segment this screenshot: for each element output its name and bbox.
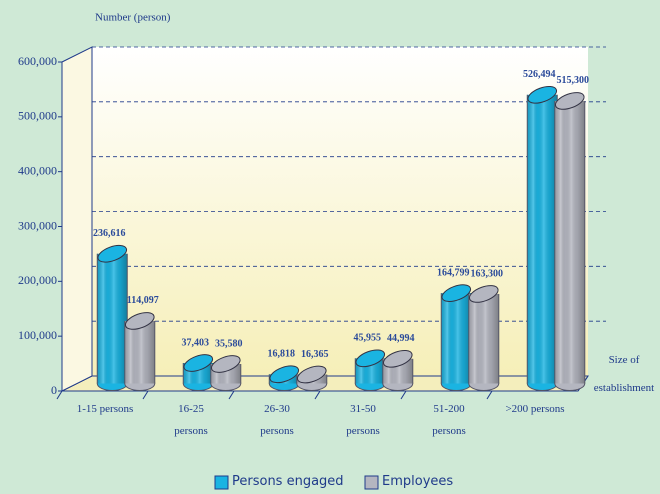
legend-label: Employees: [382, 474, 454, 489]
value-label: 164,799: [437, 267, 470, 278]
cylinder-top: [554, 92, 585, 110]
x-tick-label: >200 persons: [505, 403, 565, 415]
value-label: 44,994: [387, 333, 415, 344]
cylinder: [124, 312, 156, 391]
legend-swatch: [364, 475, 379, 490]
value-label: 163,300: [471, 268, 504, 279]
value-label: 16,818: [268, 349, 296, 360]
cylinder-shade: [124, 320, 155, 384]
cylinder: [382, 349, 414, 391]
tick-mark: [486, 390, 493, 400]
x-tick-label: 1-15 persons: [76, 403, 134, 415]
cylinder-top: [355, 349, 386, 368]
cylinder: [210, 355, 242, 391]
value-label: 37,403: [182, 337, 210, 348]
cylinder: [268, 365, 300, 391]
x-tick-label: 26-30 persons: [260, 403, 294, 437]
side-wall: [61, 46, 93, 392]
tick-mark: [142, 390, 149, 400]
value-label: 35,580: [215, 338, 243, 349]
cylinder-shade: [527, 94, 558, 384]
cylinder-top: [124, 312, 155, 330]
value-label: 16,365: [301, 349, 329, 360]
cylinder: [296, 365, 328, 391]
cylinder: [468, 285, 500, 391]
cylinder: [526, 85, 558, 391]
tick-mark: [56, 390, 63, 400]
cylinder-top: [183, 354, 214, 372]
y-axis-label: Number (person): [95, 12, 171, 24]
tick-mark: [314, 390, 321, 400]
cylinder-top: [382, 349, 413, 368]
y-tick-label: 0: [51, 383, 57, 397]
cylinder-shade: [554, 100, 585, 384]
cylinder-top: [441, 284, 472, 302]
value-label: 515,300: [557, 75, 590, 86]
x-tick-label: 16-25 persons: [174, 403, 208, 437]
value-label: 114,097: [127, 295, 159, 306]
cylinder-top: [468, 285, 499, 303]
cylinder: [554, 92, 586, 391]
value-label: 236,616: [93, 228, 126, 239]
cylinder: [354, 349, 386, 391]
cylinder-top: [97, 244, 128, 263]
cylinder-shade: [97, 253, 128, 384]
x-tick-label: 31-50 persons: [346, 403, 380, 437]
cylinder-shade: [468, 293, 499, 384]
cylinder: [182, 354, 214, 391]
x-axis-label: Size of establishment: [593, 354, 655, 394]
cylinder-top: [527, 85, 558, 104]
cylinder: [440, 284, 472, 391]
y-tick-label: 500,000: [18, 109, 57, 123]
x-tick-label: 51-200 persons: [432, 403, 466, 437]
cylinder: [96, 244, 128, 391]
y-tick-label: 200,000: [18, 273, 57, 287]
cylinder-top: [269, 365, 300, 384]
value-label: 526,494: [523, 69, 556, 80]
y-tick-label: 100,000: [18, 328, 57, 342]
cylinder-top: [296, 365, 327, 384]
tick-mark: [400, 390, 407, 400]
tick-mark: [228, 390, 235, 400]
y-tick-label: 400,000: [18, 163, 57, 177]
legend-label: Persons engaged: [232, 474, 344, 489]
cylinder-top: [210, 355, 241, 373]
cylinder-shade: [441, 293, 472, 384]
legend-swatch: [214, 475, 229, 490]
value-label: 45,955: [354, 333, 382, 344]
y-tick-label: 300,000: [18, 218, 57, 232]
y-tick-label: 600,000: [18, 54, 57, 68]
